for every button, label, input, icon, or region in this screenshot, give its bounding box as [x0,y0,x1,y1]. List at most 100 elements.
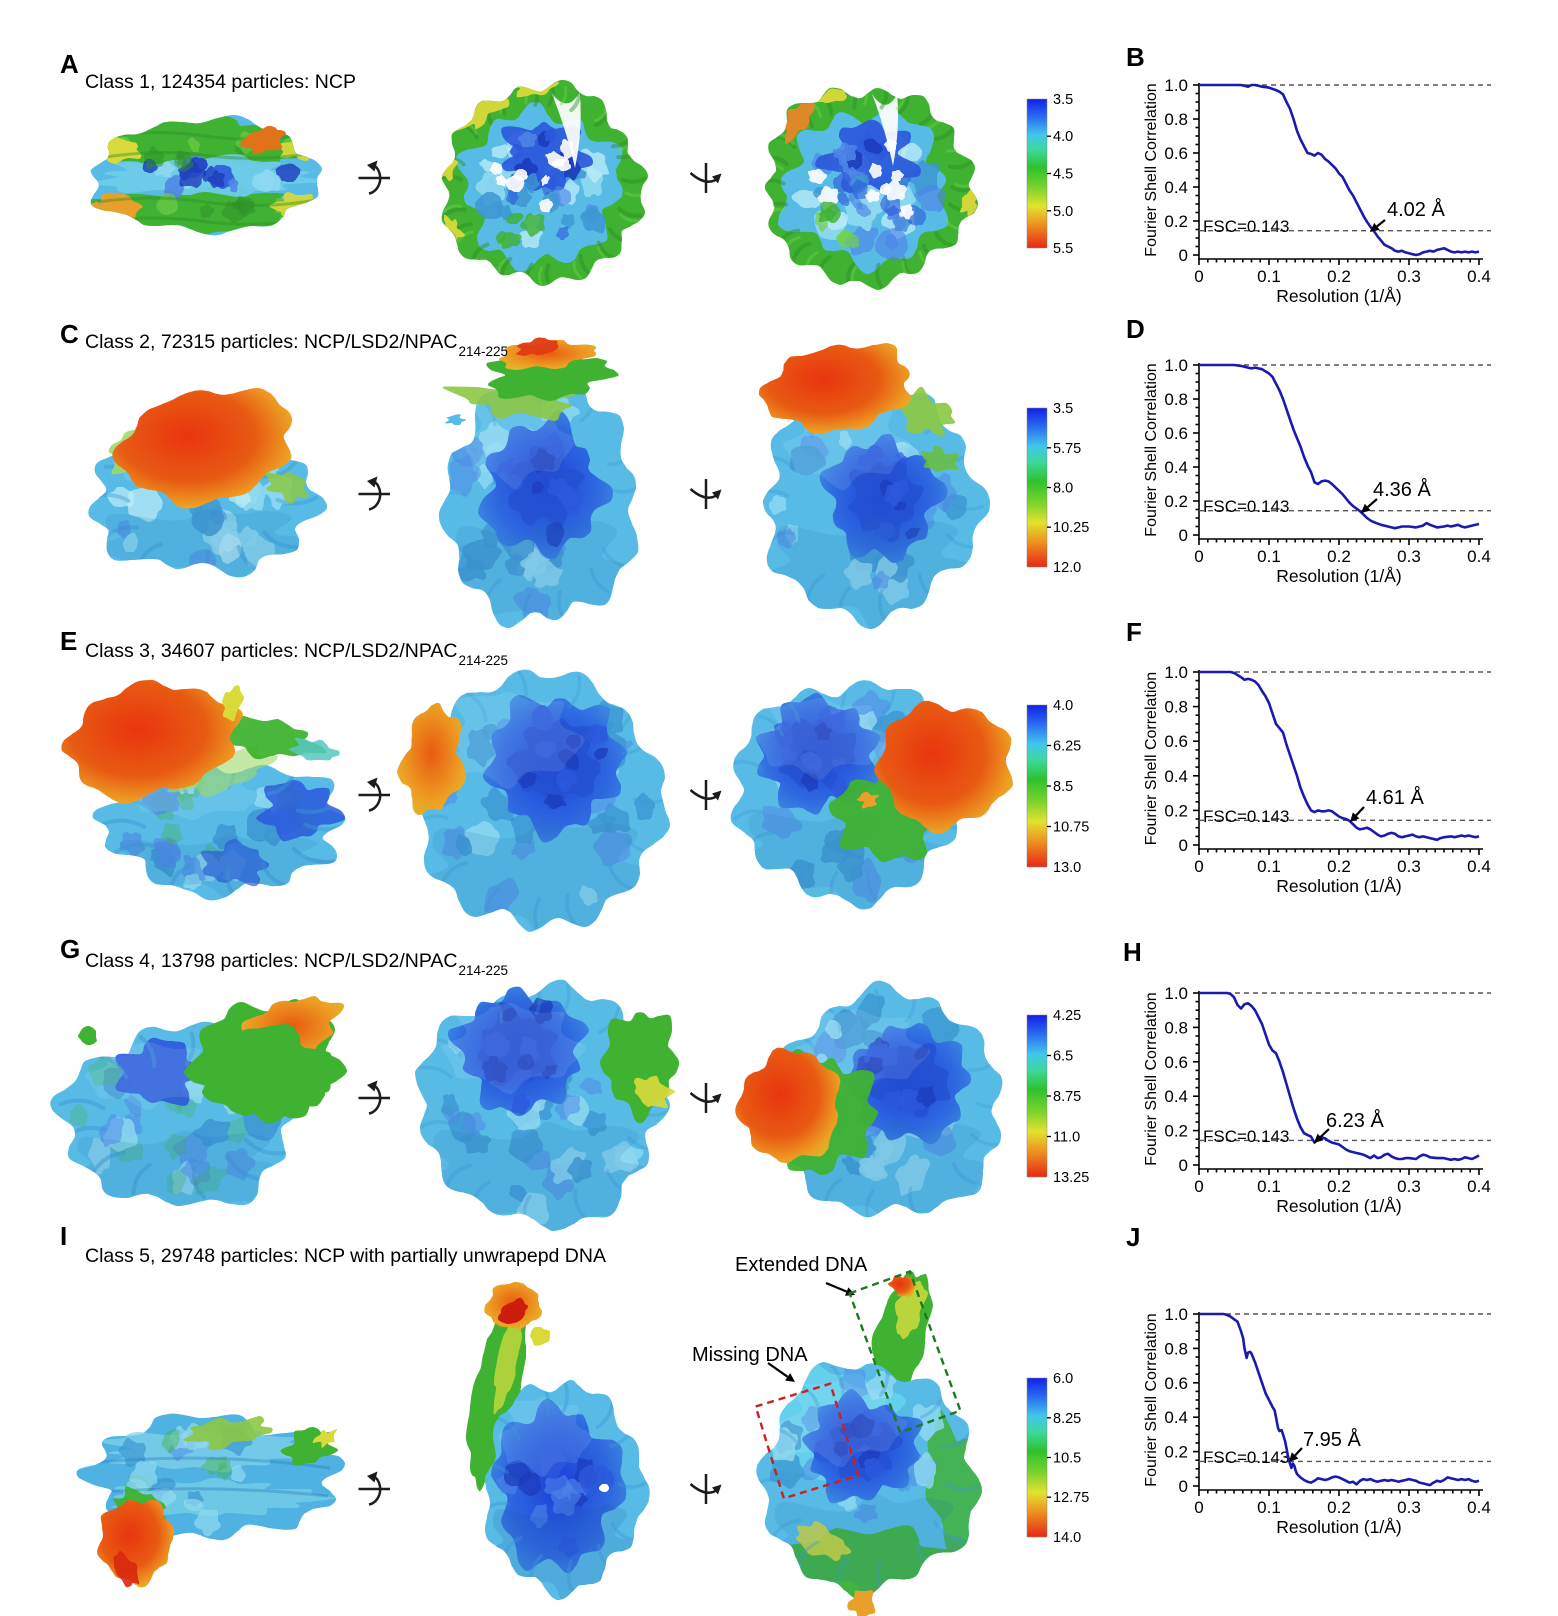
svg-text:0.4: 0.4 [1467,267,1491,286]
svg-text:FSC=0.143: FSC=0.143 [1203,497,1289,516]
svg-text:0.3: 0.3 [1397,857,1421,876]
svg-text:G: G [60,934,80,964]
svg-text:C: C [60,319,79,349]
svg-text:0.4: 0.4 [1164,1408,1188,1427]
svg-text:0.2: 0.2 [1164,212,1188,231]
svg-text:10.25: 10.25 [1053,520,1089,536]
svg-text:0.4: 0.4 [1164,1087,1188,1106]
svg-text:1.0: 1.0 [1164,984,1188,1003]
svg-text:10.75: 10.75 [1053,820,1089,836]
svg-text:0: 0 [1179,1477,1188,1496]
svg-text:Fourier Shell Correlation: Fourier Shell Correlation [1143,992,1160,1165]
svg-text:214-225: 214-225 [459,344,509,359]
svg-text:6.25: 6.25 [1053,739,1081,755]
svg-text:4.0: 4.0 [1053,698,1073,714]
svg-text:0.8: 0.8 [1164,698,1188,717]
svg-text:Resolution (1/Å): Resolution (1/Å) [1276,1196,1401,1216]
svg-text:J: J [1126,1222,1140,1252]
svg-text:Class 1, 124354 particles: NCP: Class 1, 124354 particles: NCP [85,71,356,93]
svg-text:12.75: 12.75 [1053,1490,1089,1506]
svg-text:0.3: 0.3 [1397,1177,1421,1196]
svg-text:6.0: 6.0 [1053,1371,1073,1387]
svg-text:0.3: 0.3 [1397,1498,1421,1517]
svg-text:B: B [1126,42,1145,72]
svg-text:10.5: 10.5 [1053,1451,1081,1467]
svg-text:6.23 Å: 6.23 Å [1326,1109,1384,1132]
svg-text:5.5: 5.5 [1053,241,1073,257]
svg-text:6.5: 6.5 [1053,1049,1073,1065]
svg-text:0.2: 0.2 [1164,1122,1188,1141]
svg-text:0.4: 0.4 [1164,458,1188,477]
svg-text:0.1: 0.1 [1257,857,1281,876]
svg-text:FSC=0.143: FSC=0.143 [1203,807,1289,826]
svg-text:13.0: 13.0 [1053,860,1081,876]
svg-text:0.3: 0.3 [1397,267,1421,286]
svg-text:Fourier Shell Correlation: Fourier Shell Correlation [1143,1313,1160,1486]
svg-text:1.0: 1.0 [1164,356,1188,375]
svg-text:8.75: 8.75 [1053,1089,1081,1105]
svg-text:0.2: 0.2 [1164,801,1188,820]
svg-text:Class 2, 72315 particles: NCP/: Class 2, 72315 particles: NCP/LSD2/NPAC [85,331,457,353]
svg-text:Extended DNA: Extended DNA [735,1254,868,1276]
svg-text:0.4: 0.4 [1467,1498,1491,1517]
svg-text:Resolution (1/Å): Resolution (1/Å) [1276,286,1401,306]
svg-text:Fourier Shell Correlation: Fourier Shell Correlation [1143,83,1160,256]
svg-text:4.0: 4.0 [1053,129,1073,145]
svg-text:0.8: 0.8 [1164,1018,1188,1037]
svg-text:0.6: 0.6 [1164,732,1188,751]
svg-text:3.5: 3.5 [1053,401,1073,417]
svg-text:0.4: 0.4 [1467,1177,1491,1196]
svg-text:Resolution (1/Å): Resolution (1/Å) [1276,566,1401,586]
svg-text:0.4: 0.4 [1467,857,1491,876]
svg-text:13.25: 13.25 [1053,1170,1089,1186]
svg-text:D: D [1126,314,1145,344]
svg-text:Fourier Shell Correlation: Fourier Shell Correlation [1143,672,1160,845]
svg-text:0.2: 0.2 [1327,1177,1351,1196]
svg-text:5.75: 5.75 [1053,441,1081,457]
svg-text:0.8: 0.8 [1164,390,1188,409]
svg-text:Resolution (1/Å): Resolution (1/Å) [1276,876,1401,896]
svg-text:0.4: 0.4 [1467,547,1491,566]
svg-text:0.4: 0.4 [1164,178,1188,197]
svg-text:Class 5, 29748 particles: NCP: Class 5, 29748 particles: NCP with parti… [85,1245,606,1267]
svg-text:3.5: 3.5 [1053,92,1073,108]
svg-text:0.3: 0.3 [1397,547,1421,566]
svg-text:0.1: 0.1 [1257,1177,1281,1196]
svg-text:E: E [60,626,77,656]
svg-text:0.4: 0.4 [1164,767,1188,786]
svg-text:0.2: 0.2 [1327,857,1351,876]
svg-text:0.8: 0.8 [1164,1339,1188,1358]
svg-text:Fourier Shell Correlation: Fourier Shell Correlation [1143,363,1160,536]
svg-text:Resolution (1/Å): Resolution (1/Å) [1276,1517,1401,1537]
svg-text:1.0: 1.0 [1164,76,1188,95]
svg-text:F: F [1126,617,1142,647]
svg-text:0: 0 [1179,836,1188,855]
svg-text:8.25: 8.25 [1053,1411,1081,1427]
svg-text:0: 0 [1194,857,1203,876]
svg-text:0: 0 [1179,1156,1188,1175]
svg-text:0.2: 0.2 [1327,267,1351,286]
svg-text:4.61 Å: 4.61 Å [1366,786,1424,809]
svg-text:5.0: 5.0 [1053,204,1073,220]
svg-text:14.0: 14.0 [1053,1530,1081,1546]
svg-text:0: 0 [1179,246,1188,265]
svg-text:0.1: 0.1 [1257,1498,1281,1517]
svg-text:0.1: 0.1 [1257,547,1281,566]
svg-text:0: 0 [1194,1498,1203,1517]
svg-text:4.5: 4.5 [1053,167,1073,183]
svg-text:Class 3, 34607 particles: NCP/: Class 3, 34607 particles: NCP/LSD2/NPAC [85,640,457,662]
svg-text:H: H [1123,937,1142,967]
svg-text:1.0: 1.0 [1164,663,1188,682]
svg-text:0.8: 0.8 [1164,110,1188,129]
svg-text:0.2: 0.2 [1164,1443,1188,1462]
svg-text:FSC=0.143: FSC=0.143 [1203,1127,1289,1146]
svg-text:4.25: 4.25 [1053,1008,1081,1024]
svg-text:0.2: 0.2 [1327,1498,1351,1517]
svg-text:0: 0 [1194,1177,1203,1196]
svg-text:4.36 Å: 4.36 Å [1373,478,1431,501]
svg-text:Class 4, 13798 particles: NCP/: Class 4, 13798 particles: NCP/LSD2/NPAC [85,950,457,972]
svg-text:I: I [60,1221,67,1251]
svg-text:Missing DNA: Missing DNA [692,1344,808,1366]
svg-text:1.0: 1.0 [1164,1305,1188,1324]
svg-text:0: 0 [1194,267,1203,286]
